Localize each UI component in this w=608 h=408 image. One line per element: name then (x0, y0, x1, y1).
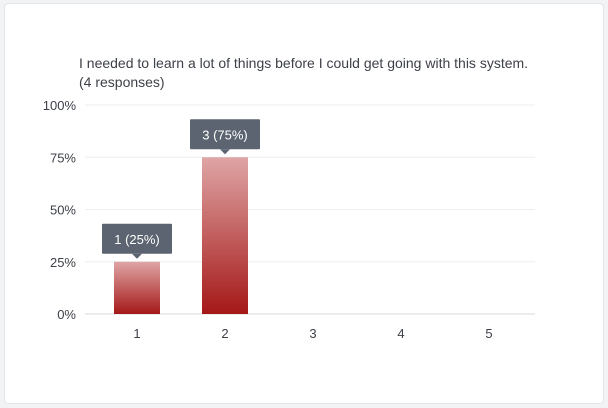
y-tick-label: 0% (57, 307, 76, 322)
data-label: 3 (75%) (190, 119, 260, 155)
bar (202, 157, 248, 314)
data-label-text: 1 (25%) (114, 232, 160, 247)
x-tick-label: 2 (221, 326, 228, 341)
data-labels: 1 (25%) 3 (75%) (102, 119, 260, 259)
y-tick-label: 25% (50, 255, 76, 270)
x-tick-label: 5 (485, 326, 492, 341)
data-label-pointer (220, 149, 230, 155)
bar (114, 261, 160, 314)
data-label-pointer (132, 253, 142, 259)
y-axis-ticks: 0% 25% 50% 75% 100% (43, 98, 77, 322)
chart-card: I needed to learn a lot of things before… (4, 3, 604, 404)
x-axis-ticks: 1 2 3 4 5 (133, 326, 492, 341)
data-label-box (102, 223, 172, 254)
x-tick-label: 3 (309, 326, 316, 341)
x-tick-label: 1 (133, 326, 140, 341)
x-tick-label: 4 (397, 326, 404, 341)
data-label-box (190, 119, 260, 150)
y-tick-label: 100% (43, 98, 77, 113)
data-label: 1 (25%) (102, 223, 172, 259)
chart-title: I needed to learn a lot of things before… (79, 55, 529, 90)
data-label-text: 3 (75%) (202, 127, 248, 142)
y-tick-label: 75% (50, 150, 76, 165)
y-tick-label: 50% (50, 203, 76, 218)
bars (114, 157, 248, 314)
